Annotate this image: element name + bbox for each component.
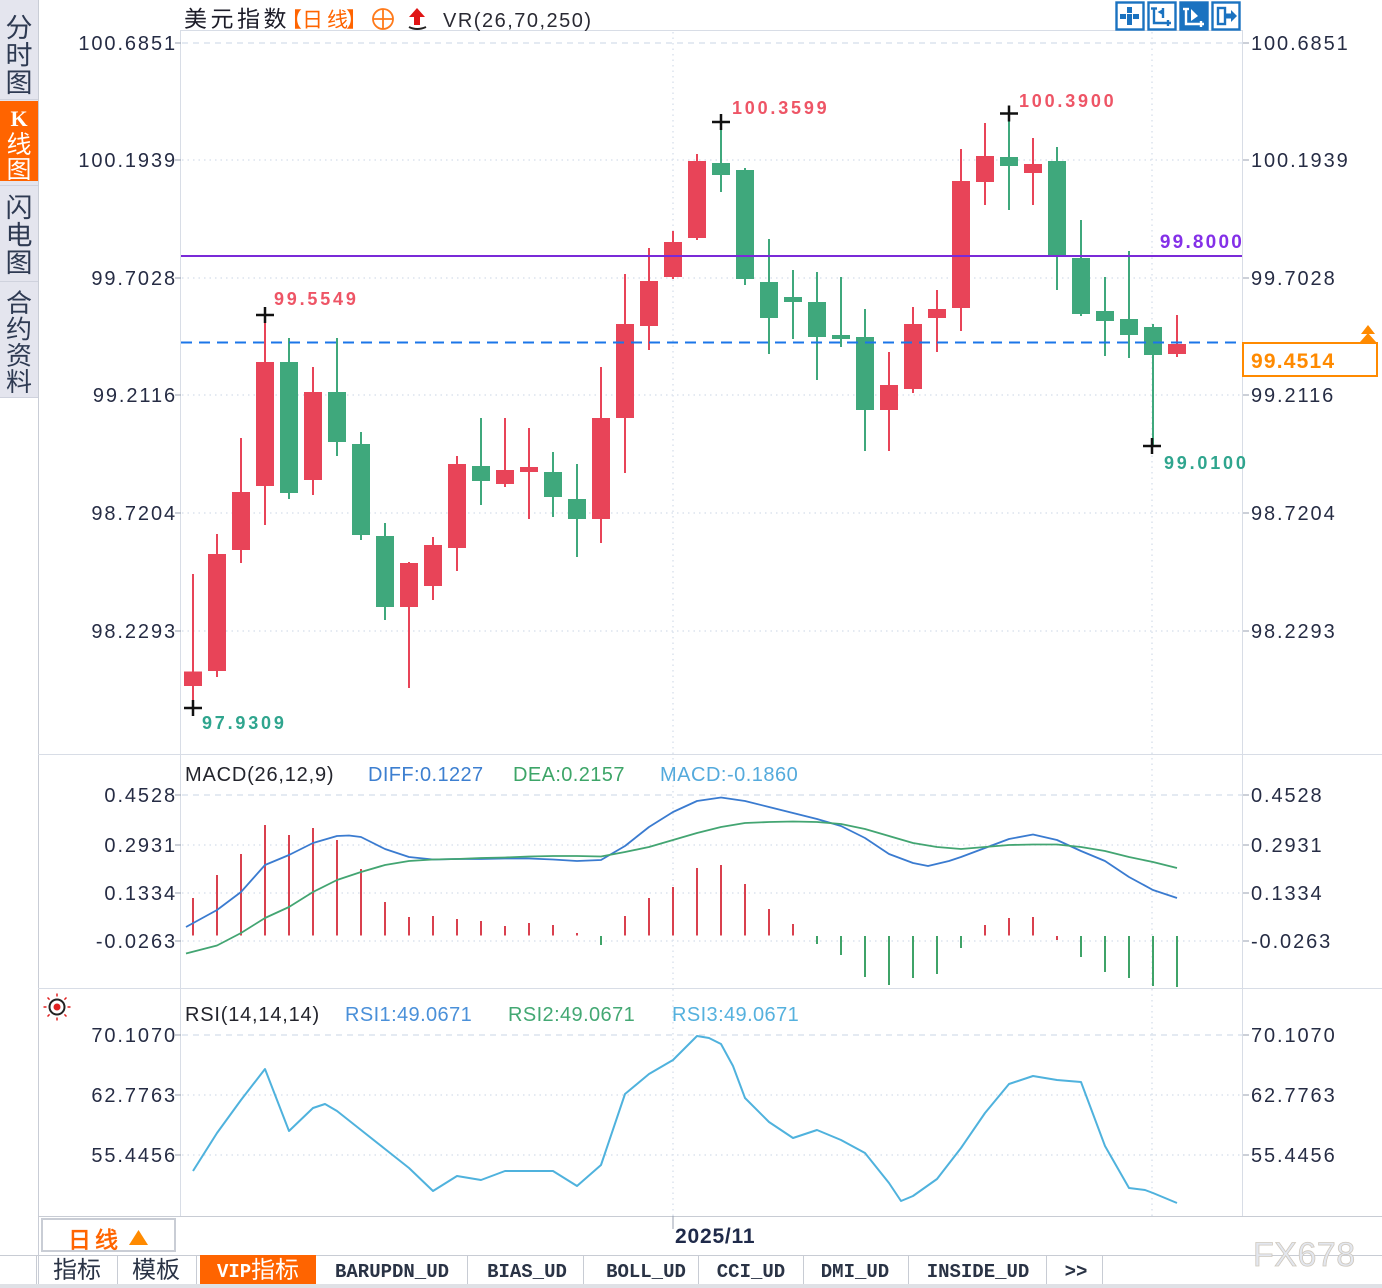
svg-text:55.4456: 55.4456 <box>91 1145 177 1167</box>
svg-text:FX678: FX678 <box>1253 1236 1356 1274</box>
svg-text:VR(26,70,250): VR(26,70,250) <box>443 10 593 32</box>
svg-text:VIP: VIP <box>217 1261 251 1283</box>
svg-text:100.6851: 100.6851 <box>78 33 177 55</box>
svg-text:DMI_UD: DMI_UD <box>821 1261 889 1283</box>
svg-text:MACD:-0.1860: MACD:-0.1860 <box>660 764 798 786</box>
svg-text:BARUPDN_UD: BARUPDN_UD <box>335 1261 449 1283</box>
svg-text:0.1334: 0.1334 <box>1251 883 1324 905</box>
svg-text:98.2293: 98.2293 <box>91 621 177 643</box>
svg-text:100.1939: 100.1939 <box>1251 150 1350 172</box>
svg-text:0.4528: 0.4528 <box>1251 785 1324 807</box>
svg-text:RSI1:49.0671: RSI1:49.0671 <box>345 1004 472 1026</box>
svg-text:98.7204: 98.7204 <box>91 503 177 525</box>
svg-text:0.4528: 0.4528 <box>104 785 177 807</box>
svg-text:INSIDE_UD: INSIDE_UD <box>927 1261 1030 1283</box>
svg-text:0.2931: 0.2931 <box>1251 835 1324 857</box>
svg-text:98.2293: 98.2293 <box>1251 621 1337 643</box>
svg-text:99.8000: 99.8000 <box>1160 232 1244 253</box>
svg-text:99.4514: 99.4514 <box>1251 350 1335 373</box>
svg-text:97.9309: 97.9309 <box>202 713 287 733</box>
svg-text:99.2116: 99.2116 <box>1251 385 1335 407</box>
svg-text:RSI2:49.0671: RSI2:49.0671 <box>508 1004 635 1026</box>
svg-text:RSI3:49.0671: RSI3:49.0671 <box>672 1004 799 1026</box>
svg-text:62.7763: 62.7763 <box>1251 1085 1337 1107</box>
svg-text:K: K <box>10 106 27 131</box>
svg-text:-0.0263: -0.0263 <box>96 931 177 953</box>
svg-text:99.0100: 99.0100 <box>1164 453 1249 473</box>
svg-text:62.7763: 62.7763 <box>91 1085 177 1107</box>
svg-text:55.4456: 55.4456 <box>1251 1145 1337 1167</box>
svg-text:70.1070: 70.1070 <box>1251 1025 1337 1047</box>
svg-text:100.3599: 100.3599 <box>732 98 829 118</box>
svg-text:100.6851: 100.6851 <box>1251 33 1350 55</box>
svg-text:99.2116: 99.2116 <box>93 385 177 407</box>
svg-text:BOLL_UD: BOLL_UD <box>606 1261 686 1283</box>
svg-text:0.1334: 0.1334 <box>104 883 177 905</box>
svg-text:100.1939: 100.1939 <box>78 150 177 172</box>
svg-text:99.5549: 99.5549 <box>274 289 359 309</box>
svg-text:0.2931: 0.2931 <box>104 835 177 857</box>
svg-text:DEA:0.2157: DEA:0.2157 <box>513 764 625 786</box>
svg-text:BIAS_UD: BIAS_UD <box>487 1261 567 1283</box>
svg-text:-0.0263: -0.0263 <box>1251 931 1332 953</box>
svg-text:99.7028: 99.7028 <box>91 268 177 290</box>
svg-text:DIFF:0.1227: DIFF:0.1227 <box>368 764 484 786</box>
svg-text:99.7028: 99.7028 <box>1251 268 1337 290</box>
svg-text:70.1070: 70.1070 <box>91 1025 177 1047</box>
svg-text:MACD(26,12,9): MACD(26,12,9) <box>185 764 334 786</box>
svg-text:>>: >> <box>1065 1261 1088 1283</box>
svg-text:CCI_UD: CCI_UD <box>717 1261 785 1283</box>
svg-text:RSI(14,14,14): RSI(14,14,14) <box>185 1004 320 1026</box>
svg-text:100.3900: 100.3900 <box>1019 91 1116 111</box>
svg-text:98.7204: 98.7204 <box>1251 503 1337 525</box>
svg-text:2025/11: 2025/11 <box>675 1225 755 1248</box>
